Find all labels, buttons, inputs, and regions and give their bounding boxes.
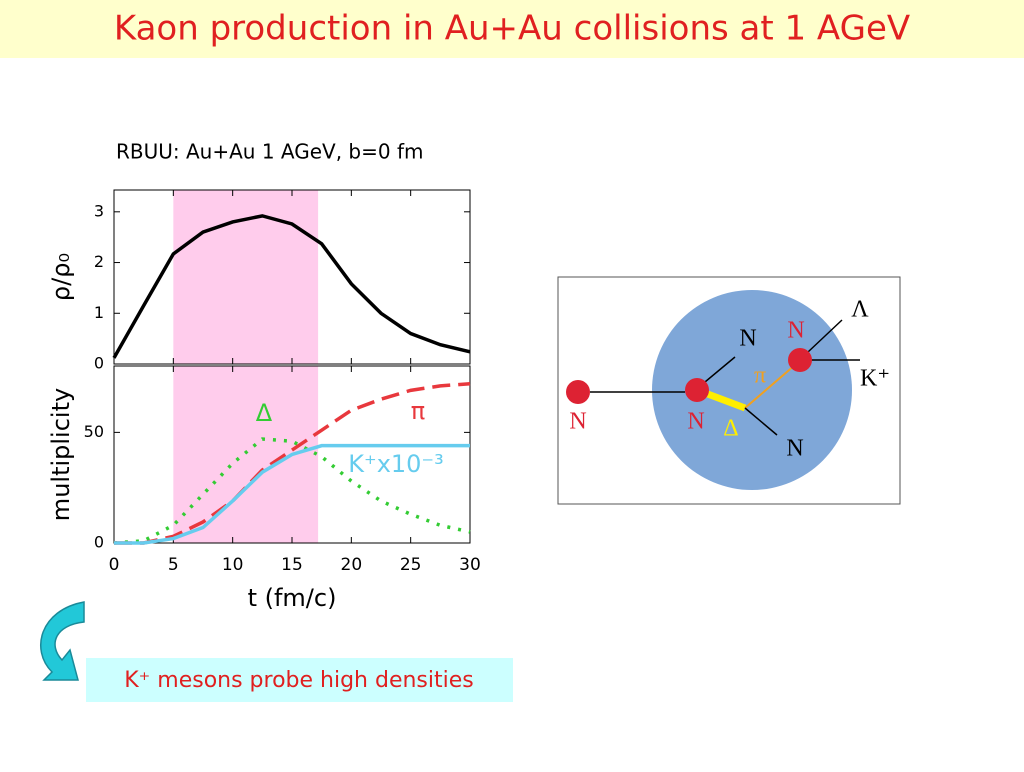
diagram-label: Δ [723, 416, 738, 442]
series-label: K⁺x10⁻³ [348, 450, 443, 478]
y-tick-label: 0 [94, 354, 104, 373]
series-line [114, 381, 471, 545]
slide-title: Kaon production in Au+Au collisions at 1… [114, 9, 910, 49]
series-line [112, 214, 471, 359]
y-axis-label: multiplicity [47, 388, 75, 521]
diagram-label: N [787, 318, 804, 344]
y-tick-label: 1 [94, 303, 104, 322]
caption-box [86, 658, 513, 702]
diagram-label: K⁺ [860, 366, 890, 392]
y-tick-label: 3 [94, 201, 104, 220]
arrow [807, 319, 843, 353]
y-tick-label: 0 [94, 533, 104, 552]
series-label: Δ [256, 399, 273, 427]
nucleon [685, 378, 709, 402]
x-tick-label: 25 [400, 555, 422, 575]
x-tick-label: 15 [281, 555, 303, 575]
pion-line [744, 364, 796, 409]
series-label: π [411, 397, 425, 425]
diagram: N N N Δ π N Λ K⁺ N [557, 276, 901, 505]
diagram-label: N [569, 409, 586, 435]
arrow [704, 356, 736, 383]
caption: K⁺ mesons probe high densities [124, 668, 474, 693]
chart-title: RBUU: Au+Au 1 AGeV, b=0 fm [116, 140, 424, 164]
y-tick-label: 50 [84, 422, 104, 441]
y-axis-label: ρ/ρ₀ [47, 253, 75, 301]
nucleus [652, 290, 852, 490]
x-tick-label: 10 [222, 555, 244, 575]
diagram-label: N [687, 409, 704, 435]
nucleon [566, 380, 590, 404]
x-tick-label: 0 [109, 555, 120, 575]
diagram-label: Λ [851, 297, 869, 323]
arrow [744, 407, 778, 436]
y-tick-label: 2 [94, 252, 104, 271]
title-band [0, 0, 1024, 58]
highlight-band [173, 190, 319, 364]
diagram-label: N [786, 436, 803, 462]
x-tick-label: 30 [459, 555, 481, 575]
diagram-label: π [754, 363, 766, 389]
series-line [114, 443, 470, 545]
x-axis-label: t (fm/c) [248, 584, 337, 612]
diagram-label: N [739, 326, 756, 352]
nucleon [788, 348, 812, 372]
x-tick-label: 20 [341, 555, 363, 575]
x-tick-label: 5 [168, 555, 179, 575]
curved-arrow [40, 601, 85, 681]
